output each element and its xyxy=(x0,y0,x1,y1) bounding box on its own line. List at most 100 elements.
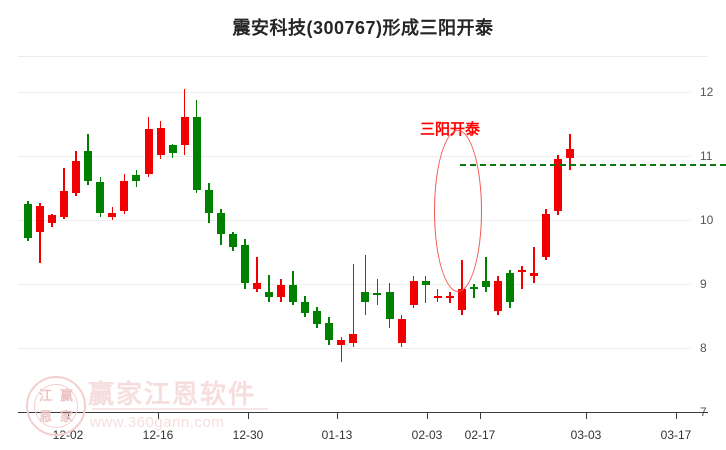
candle-body xyxy=(337,340,346,345)
candle-body xyxy=(373,293,382,295)
candle-body xyxy=(156,127,165,156)
candle-body xyxy=(301,302,310,313)
candle xyxy=(72,70,81,412)
candle xyxy=(493,70,502,412)
candle xyxy=(180,70,189,412)
candle xyxy=(566,70,575,412)
candle-wick xyxy=(533,247,535,283)
candle xyxy=(361,70,370,412)
x-axis-line xyxy=(18,412,708,413)
candle xyxy=(108,70,117,412)
candle-body xyxy=(349,334,358,343)
candle xyxy=(421,70,430,412)
candle xyxy=(60,70,69,412)
candle xyxy=(385,70,394,412)
x-tick-03-03 xyxy=(586,412,587,419)
candle xyxy=(313,70,322,412)
candle-body xyxy=(518,270,527,272)
candle xyxy=(216,70,225,412)
title-divider xyxy=(18,56,708,57)
candle xyxy=(84,70,93,412)
candle-body xyxy=(566,148,575,158)
candle xyxy=(337,70,346,412)
candle xyxy=(204,70,213,412)
candle-body xyxy=(168,144,177,154)
candle-wick xyxy=(268,274,270,303)
candle-body xyxy=(421,280,430,286)
candle xyxy=(48,70,57,412)
x-tick-label-12-30: 12-30 xyxy=(232,428,264,442)
x-tick-label-02-17: 02-17 xyxy=(464,428,496,442)
candle-body xyxy=(204,189,213,213)
x-tick-12-30 xyxy=(248,412,249,419)
candle-body xyxy=(240,244,249,283)
candle-body xyxy=(60,191,69,218)
x-tick-12-16 xyxy=(158,412,159,419)
candle-body xyxy=(506,272,514,303)
candle xyxy=(481,70,490,412)
candle-wick xyxy=(39,202,41,264)
candle xyxy=(168,70,177,412)
candle xyxy=(325,70,334,412)
x-tick-label-12-02: 12-02 xyxy=(52,428,84,442)
y-tick-label-8: 8 xyxy=(700,341,707,356)
y-tick-label-11: 11 xyxy=(700,149,713,164)
candle-body xyxy=(325,322,334,341)
candle xyxy=(469,70,478,412)
candle-body xyxy=(409,280,418,305)
candle-body xyxy=(433,295,442,299)
candle-body xyxy=(72,161,81,194)
x-tick-label-03-17: 03-17 xyxy=(660,428,692,442)
candle-body xyxy=(216,212,225,235)
gridline-11 xyxy=(18,156,690,158)
candle-body xyxy=(493,280,502,311)
x-tick-03-17 xyxy=(676,412,677,419)
candle-wick xyxy=(521,266,523,290)
candle-wick xyxy=(340,336,343,363)
highlight-ellipse xyxy=(434,130,482,292)
candle-wick xyxy=(376,279,379,305)
candle xyxy=(289,70,298,412)
candle-body xyxy=(277,285,286,297)
candle-body xyxy=(228,234,237,248)
y-tick-label-12: 12 xyxy=(700,85,714,100)
candle-body xyxy=(289,285,298,303)
candle xyxy=(445,70,454,412)
candle xyxy=(518,70,527,412)
candle xyxy=(240,70,249,412)
candle-body xyxy=(108,212,117,218)
x-tick-label-01-13: 01-13 xyxy=(321,428,353,442)
plot-area xyxy=(18,70,690,413)
candle-body xyxy=(469,287,478,290)
candle-body xyxy=(48,215,57,224)
candle-body xyxy=(265,291,273,297)
candle-body xyxy=(445,295,454,299)
candle-body xyxy=(120,180,129,211)
candle-body xyxy=(132,175,141,181)
candle xyxy=(120,70,129,412)
candle-body xyxy=(180,116,189,145)
candle xyxy=(192,70,201,412)
resistance-dashed-line xyxy=(460,164,726,166)
candle-body xyxy=(481,280,490,288)
candle-body xyxy=(313,310,322,324)
gridline-10 xyxy=(18,220,690,222)
candle xyxy=(542,70,551,412)
candle-body xyxy=(397,319,406,343)
x-tick-label-02-03: 02-03 xyxy=(411,428,443,442)
candle-body xyxy=(36,205,45,232)
x-tick-02-17 xyxy=(480,412,481,419)
candle-body xyxy=(192,116,201,190)
candle xyxy=(409,70,418,412)
candle xyxy=(265,70,273,412)
candle xyxy=(530,70,539,412)
candle xyxy=(36,70,45,412)
x-tick-02-03 xyxy=(427,412,428,419)
candle xyxy=(156,70,165,412)
candle-body xyxy=(554,159,563,211)
candle xyxy=(277,70,286,412)
candle-wick xyxy=(256,257,258,292)
candle-body xyxy=(542,213,551,258)
candle-wick xyxy=(424,276,427,304)
